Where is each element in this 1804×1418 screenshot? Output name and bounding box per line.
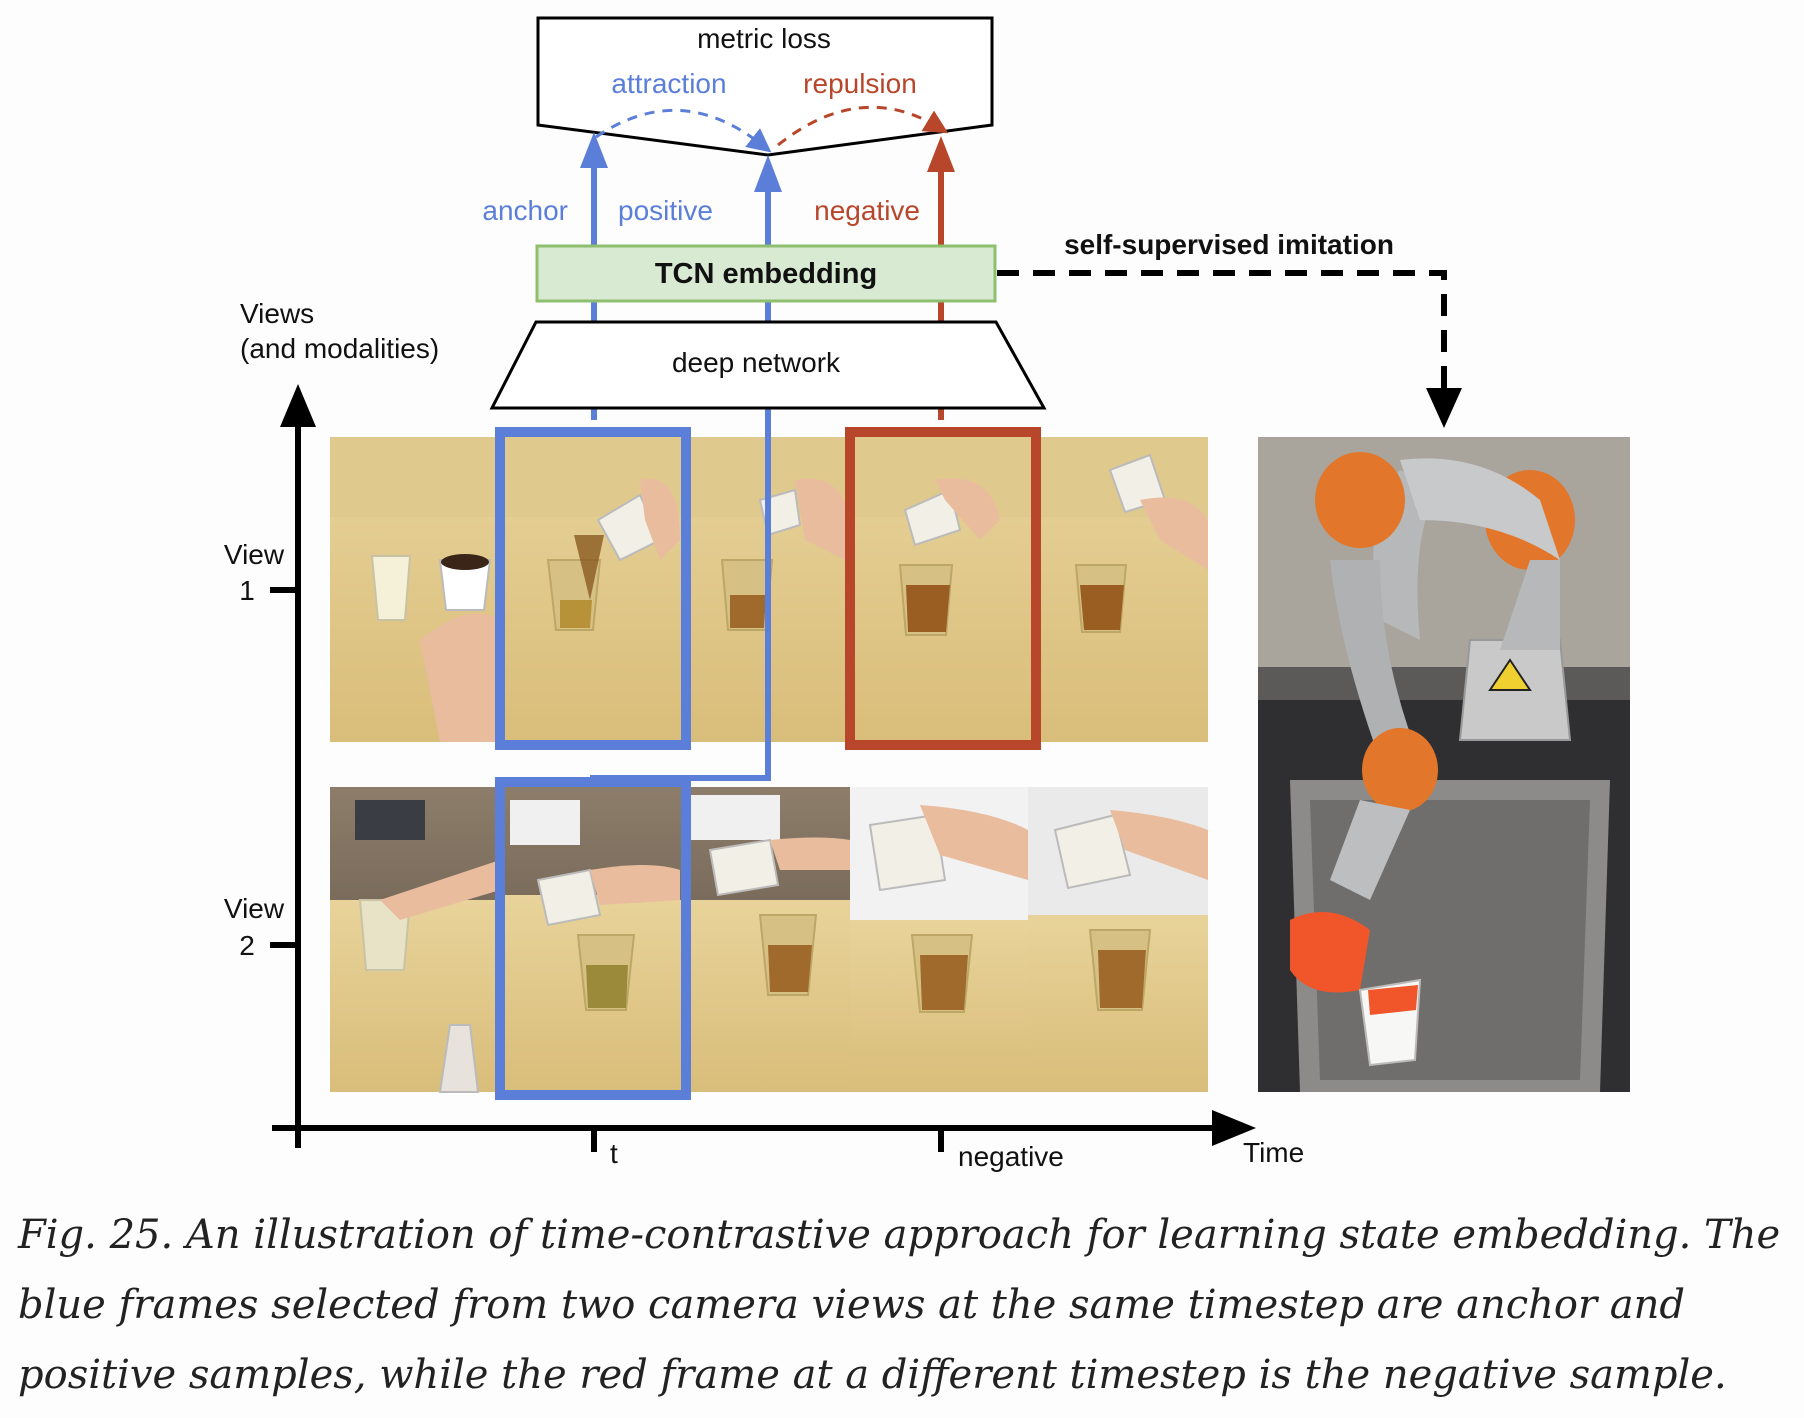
view2-frame-1 [330, 787, 500, 1093]
metric-loss-box: metric loss attraction repulsion [536, 16, 994, 157]
views-axis-arrowhead [280, 384, 316, 427]
view2-frames [330, 787, 1208, 1093]
view1-label: View [224, 539, 285, 570]
positive-arrowhead [754, 155, 782, 192]
deep-network-box: deep network [489, 320, 1047, 410]
metric-loss-label: metric loss [697, 23, 831, 54]
view1-frame-5 [1030, 437, 1208, 742]
view1-frames [330, 437, 1208, 742]
time-axis-arrowhead [1212, 1110, 1256, 1146]
self-supervised-imitation-arrow: self-supervised imitation [997, 229, 1462, 428]
anchor-arrowhead [580, 132, 608, 168]
figure-caption: Fig. 25. An illustration of time-contras… [18, 1212, 1781, 1398]
view1-frame-1 [330, 437, 500, 742]
view2-number: 2 [239, 930, 255, 961]
repulsion-label: repulsion [803, 68, 917, 99]
view2-label: View [224, 893, 285, 924]
positive-label: positive [618, 195, 713, 226]
views-axis-label: Views [240, 298, 314, 329]
negative-arrowhead [927, 136, 955, 172]
tcn-embedding-box: TCN embedding [535, 244, 997, 303]
tick-negative-label: negative [958, 1141, 1064, 1172]
robot-photo [1258, 437, 1630, 1092]
view1-frame-4 [850, 437, 1030, 742]
self-supervised-label: self-supervised imitation [1064, 229, 1394, 260]
tcn-diagram: metric loss attraction repulsion anchor … [224, 16, 1630, 1172]
negative-label: negative [814, 195, 920, 226]
views-axis-sublabel: (and modalities) [240, 333, 439, 364]
repulsion-arc [777, 105, 949, 147]
tick-t-label: t [610, 1138, 618, 1169]
view2-frame-4 [850, 787, 1028, 1092]
anchor-frame [495, 427, 691, 750]
positive-connector [590, 420, 771, 781]
negative-frame [845, 427, 1041, 750]
view2-frame-3 [680, 787, 850, 1092]
attraction-label: attraction [611, 68, 726, 99]
attraction-arc [595, 109, 772, 153]
deep-network-label: deep network [672, 347, 841, 378]
tcn-embedding-label: TCN embedding [655, 258, 877, 290]
anchor-label: anchor [482, 195, 568, 226]
view1-number: 1 [239, 575, 255, 606]
axes [270, 384, 1256, 1152]
view1-frame-2 [500, 437, 680, 742]
view2-frame-5 [1028, 787, 1208, 1092]
imitation-arrowhead [1426, 388, 1462, 428]
time-axis-label: Time [1243, 1137, 1304, 1168]
positive-frame [495, 777, 691, 1100]
view2-frame-2 [500, 787, 680, 1092]
